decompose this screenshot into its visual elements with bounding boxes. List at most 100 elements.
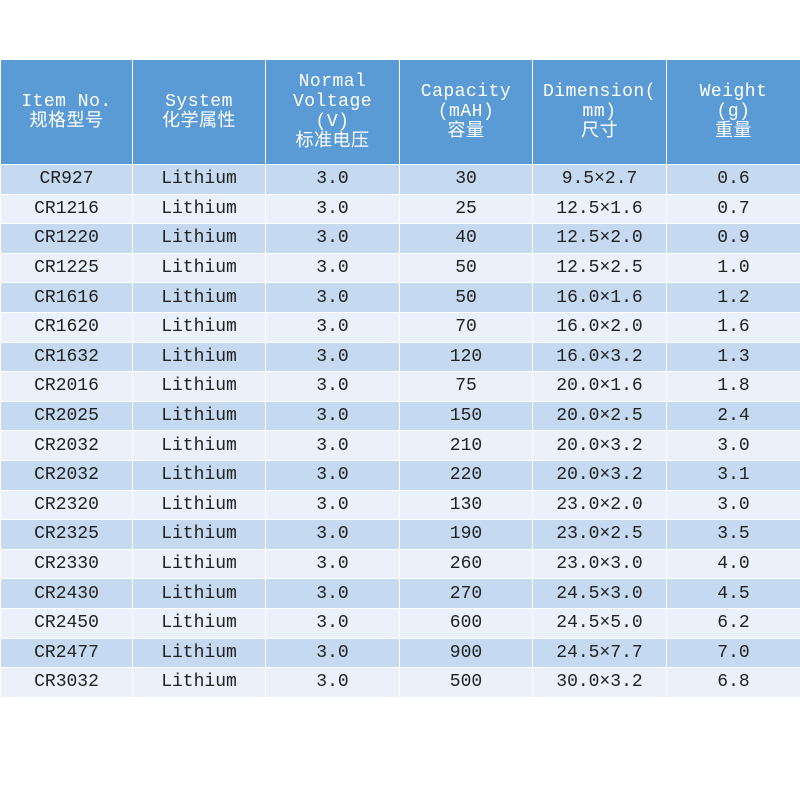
table-cell: CR2325 (0, 519, 133, 550)
table-cell: 0.6 (666, 164, 800, 195)
table-cell: Lithium (132, 667, 266, 698)
table-cell: 12.5×1.6 (532, 193, 667, 225)
table-cell: 20.0×1.6 (532, 371, 667, 402)
table-cell: 0.9 (666, 223, 800, 254)
table-row: CR1620 Lithium 3.0 70 16.0×2.0 1.6 (0, 311, 800, 343)
table-row: CR2477 Lithium 3.0 900 24.5×7.7 7.0 (0, 637, 800, 669)
table-cell: Lithium (132, 164, 266, 195)
header-cell: Dimension(mm) 尺寸 (532, 59, 667, 165)
table-cell: CR927 (0, 164, 133, 195)
table-cell: Lithium (132, 252, 266, 284)
table-cell: 0.7 (666, 193, 800, 225)
table-cell: Lithium (132, 548, 266, 580)
table-cell: 3.0 (265, 400, 400, 432)
table-cell: 260 (399, 548, 533, 580)
table-row: CR2025 Lithium 3.0 150 20.0×2.5 2.4 (0, 400, 800, 432)
header-line: 化学属性 (162, 112, 236, 132)
table-cell: 1.2 (666, 282, 800, 313)
table-cell: Lithium (132, 223, 266, 254)
header-line: 规格型号 (29, 112, 104, 132)
header-cell: Normal Voltage (V) 标准电压 (265, 59, 400, 165)
table-cell: 3.0 (265, 667, 400, 698)
header-line: 尺寸 (581, 122, 618, 142)
table-row: CR2325 Lithium 3.0 190 23.0×2.5 3.5 (0, 519, 800, 550)
table-cell: 30 (399, 164, 533, 195)
table-cell: 3.0 (265, 637, 400, 669)
table-cell: 190 (399, 519, 533, 550)
table-cell: CR2032 (0, 459, 133, 491)
table-cell: 16.0×3.2 (532, 341, 667, 373)
table-cell: 3.0 (265, 193, 400, 225)
table-cell: 16.0×1.6 (532, 282, 667, 313)
table-cell: CR1216 (0, 193, 133, 225)
table-cell: Lithium (132, 371, 266, 402)
table-cell: 12.5×2.0 (532, 223, 667, 254)
table-cell: 3.0 (265, 252, 400, 284)
table-cell: 70 (399, 311, 533, 343)
table-cell: CR2032 (0, 430, 133, 461)
header-line: (mAH) (437, 102, 495, 122)
table-cell: 3.0 (265, 164, 400, 195)
table-cell: 3.0 (265, 311, 400, 343)
table-cell: 16.0×2.0 (532, 311, 667, 343)
table-row: CR1216 Lithium 3.0 25 12.5×1.6 0.7 (0, 193, 800, 225)
table-body: CR927 Lithium 3.0 30 9.5×2.7 0.6 CR1216 Lithium… (0, 164, 800, 698)
table-cell: CR1220 (0, 223, 133, 254)
table-cell: 3.0 (666, 489, 800, 521)
table-row: CR1616 Lithium 3.0 50 16.0×1.6 1.2 (0, 282, 800, 313)
table-row: CR3032 Lithium 3.0 500 30.0×3.2 6.8 (0, 667, 800, 698)
table-cell: 50 (399, 282, 533, 313)
table-cell: Lithium (132, 489, 266, 521)
table-cell: CR1620 (0, 311, 133, 343)
table-row: CR2016 Lithium 3.0 75 20.0×1.6 1.8 (0, 371, 800, 402)
table-cell: 12.5×2.5 (532, 252, 667, 284)
header-cell: Capacity (mAH) 容量 (399, 59, 533, 165)
table-cell: 4.0 (666, 548, 800, 580)
table-header: Item No. 规格型号 System 化学属性 Normal Voltage (V) 标准… (0, 59, 800, 165)
table-cell: 4.5 (666, 578, 800, 609)
table-cell: 1.0 (666, 252, 800, 284)
table-cell: 1.8 (666, 371, 800, 402)
header-line: (g) (716, 102, 751, 122)
table-cell: 20.0×2.5 (532, 400, 667, 432)
table-cell: 6.2 (666, 607, 800, 639)
table-cell: 3.0 (265, 489, 400, 521)
header-line: 标准电压 (295, 132, 370, 152)
table-row: CR2032 Lithium 3.0 220 20.0×3.2 3.1 (0, 459, 800, 491)
table-cell: CR2016 (0, 371, 133, 402)
table-cell: Lithium (132, 341, 266, 373)
table-cell: 24.5×5.0 (532, 607, 667, 639)
header-cell: Weight (g) 重量 (666, 59, 800, 165)
table-cell: 75 (399, 371, 533, 402)
table-cell: Lithium (132, 607, 266, 639)
table-row: CR1632 Lithium 3.0 120 16.0×3.2 1.3 (0, 341, 800, 373)
table-cell: 3.0 (666, 430, 800, 461)
table-cell: CR3032 (0, 667, 133, 698)
table-cell: 210 (399, 430, 533, 461)
table-cell: 20.0×3.2 (532, 430, 667, 461)
table-cell: 3.0 (265, 578, 400, 609)
table-cell: 3.1 (666, 459, 800, 491)
table-cell: 7.0 (666, 637, 800, 669)
table-container: Item No. 规格型号 System 化学属性 Normal Voltage (V) 标准… (0, 59, 800, 698)
header-line: Normal (298, 72, 367, 92)
table-row: CR2330 Lithium 3.0 260 23.0×3.0 4.0 (0, 548, 800, 580)
table-cell: Lithium (132, 400, 266, 432)
table-cell: 500 (399, 667, 533, 698)
table-row: CR927 Lithium 3.0 30 9.5×2.7 0.6 (0, 164, 800, 195)
table-cell: 23.0×2.0 (532, 489, 667, 521)
table-cell: 120 (399, 341, 533, 373)
table-cell: Lithium (132, 637, 266, 669)
table-cell: Lithium (132, 311, 266, 343)
table-cell: CR2330 (0, 548, 133, 580)
table-row: CR1225 Lithium 3.0 50 12.5×2.5 1.0 (0, 252, 800, 284)
table-row: CR2320 Lithium 3.0 130 23.0×2.0 3.0 (0, 489, 800, 521)
table-cell: 23.0×2.5 (532, 519, 667, 550)
table-cell: CR2450 (0, 607, 133, 639)
table-cell: Lithium (132, 578, 266, 609)
table-cell: 3.5 (666, 519, 800, 550)
table-cell: CR2025 (0, 400, 133, 432)
table-cell: 24.5×7.7 (532, 637, 667, 669)
table-cell: 130 (399, 489, 533, 521)
header-line: Weight (699, 82, 768, 102)
